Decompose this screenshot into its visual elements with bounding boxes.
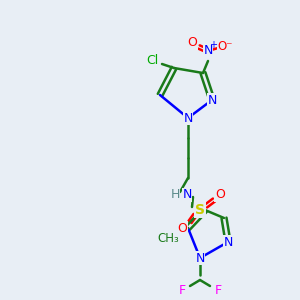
Text: N: N: [203, 44, 213, 58]
Text: Cl: Cl: [146, 53, 158, 67]
Text: +: +: [209, 40, 217, 50]
Text: CH₃: CH₃: [157, 232, 179, 244]
Text: N: N: [183, 112, 193, 124]
Text: N: N: [195, 251, 205, 265]
Text: O: O: [187, 37, 197, 50]
Text: O: O: [215, 188, 225, 202]
Text: N: N: [207, 94, 217, 106]
Text: F: F: [214, 284, 222, 296]
Text: O: O: [177, 221, 187, 235]
Text: H: H: [170, 188, 180, 202]
Text: S: S: [195, 203, 205, 217]
Text: N: N: [182, 188, 192, 202]
Text: N: N: [223, 236, 233, 248]
Text: O⁻: O⁻: [217, 40, 233, 52]
Text: F: F: [178, 284, 186, 296]
